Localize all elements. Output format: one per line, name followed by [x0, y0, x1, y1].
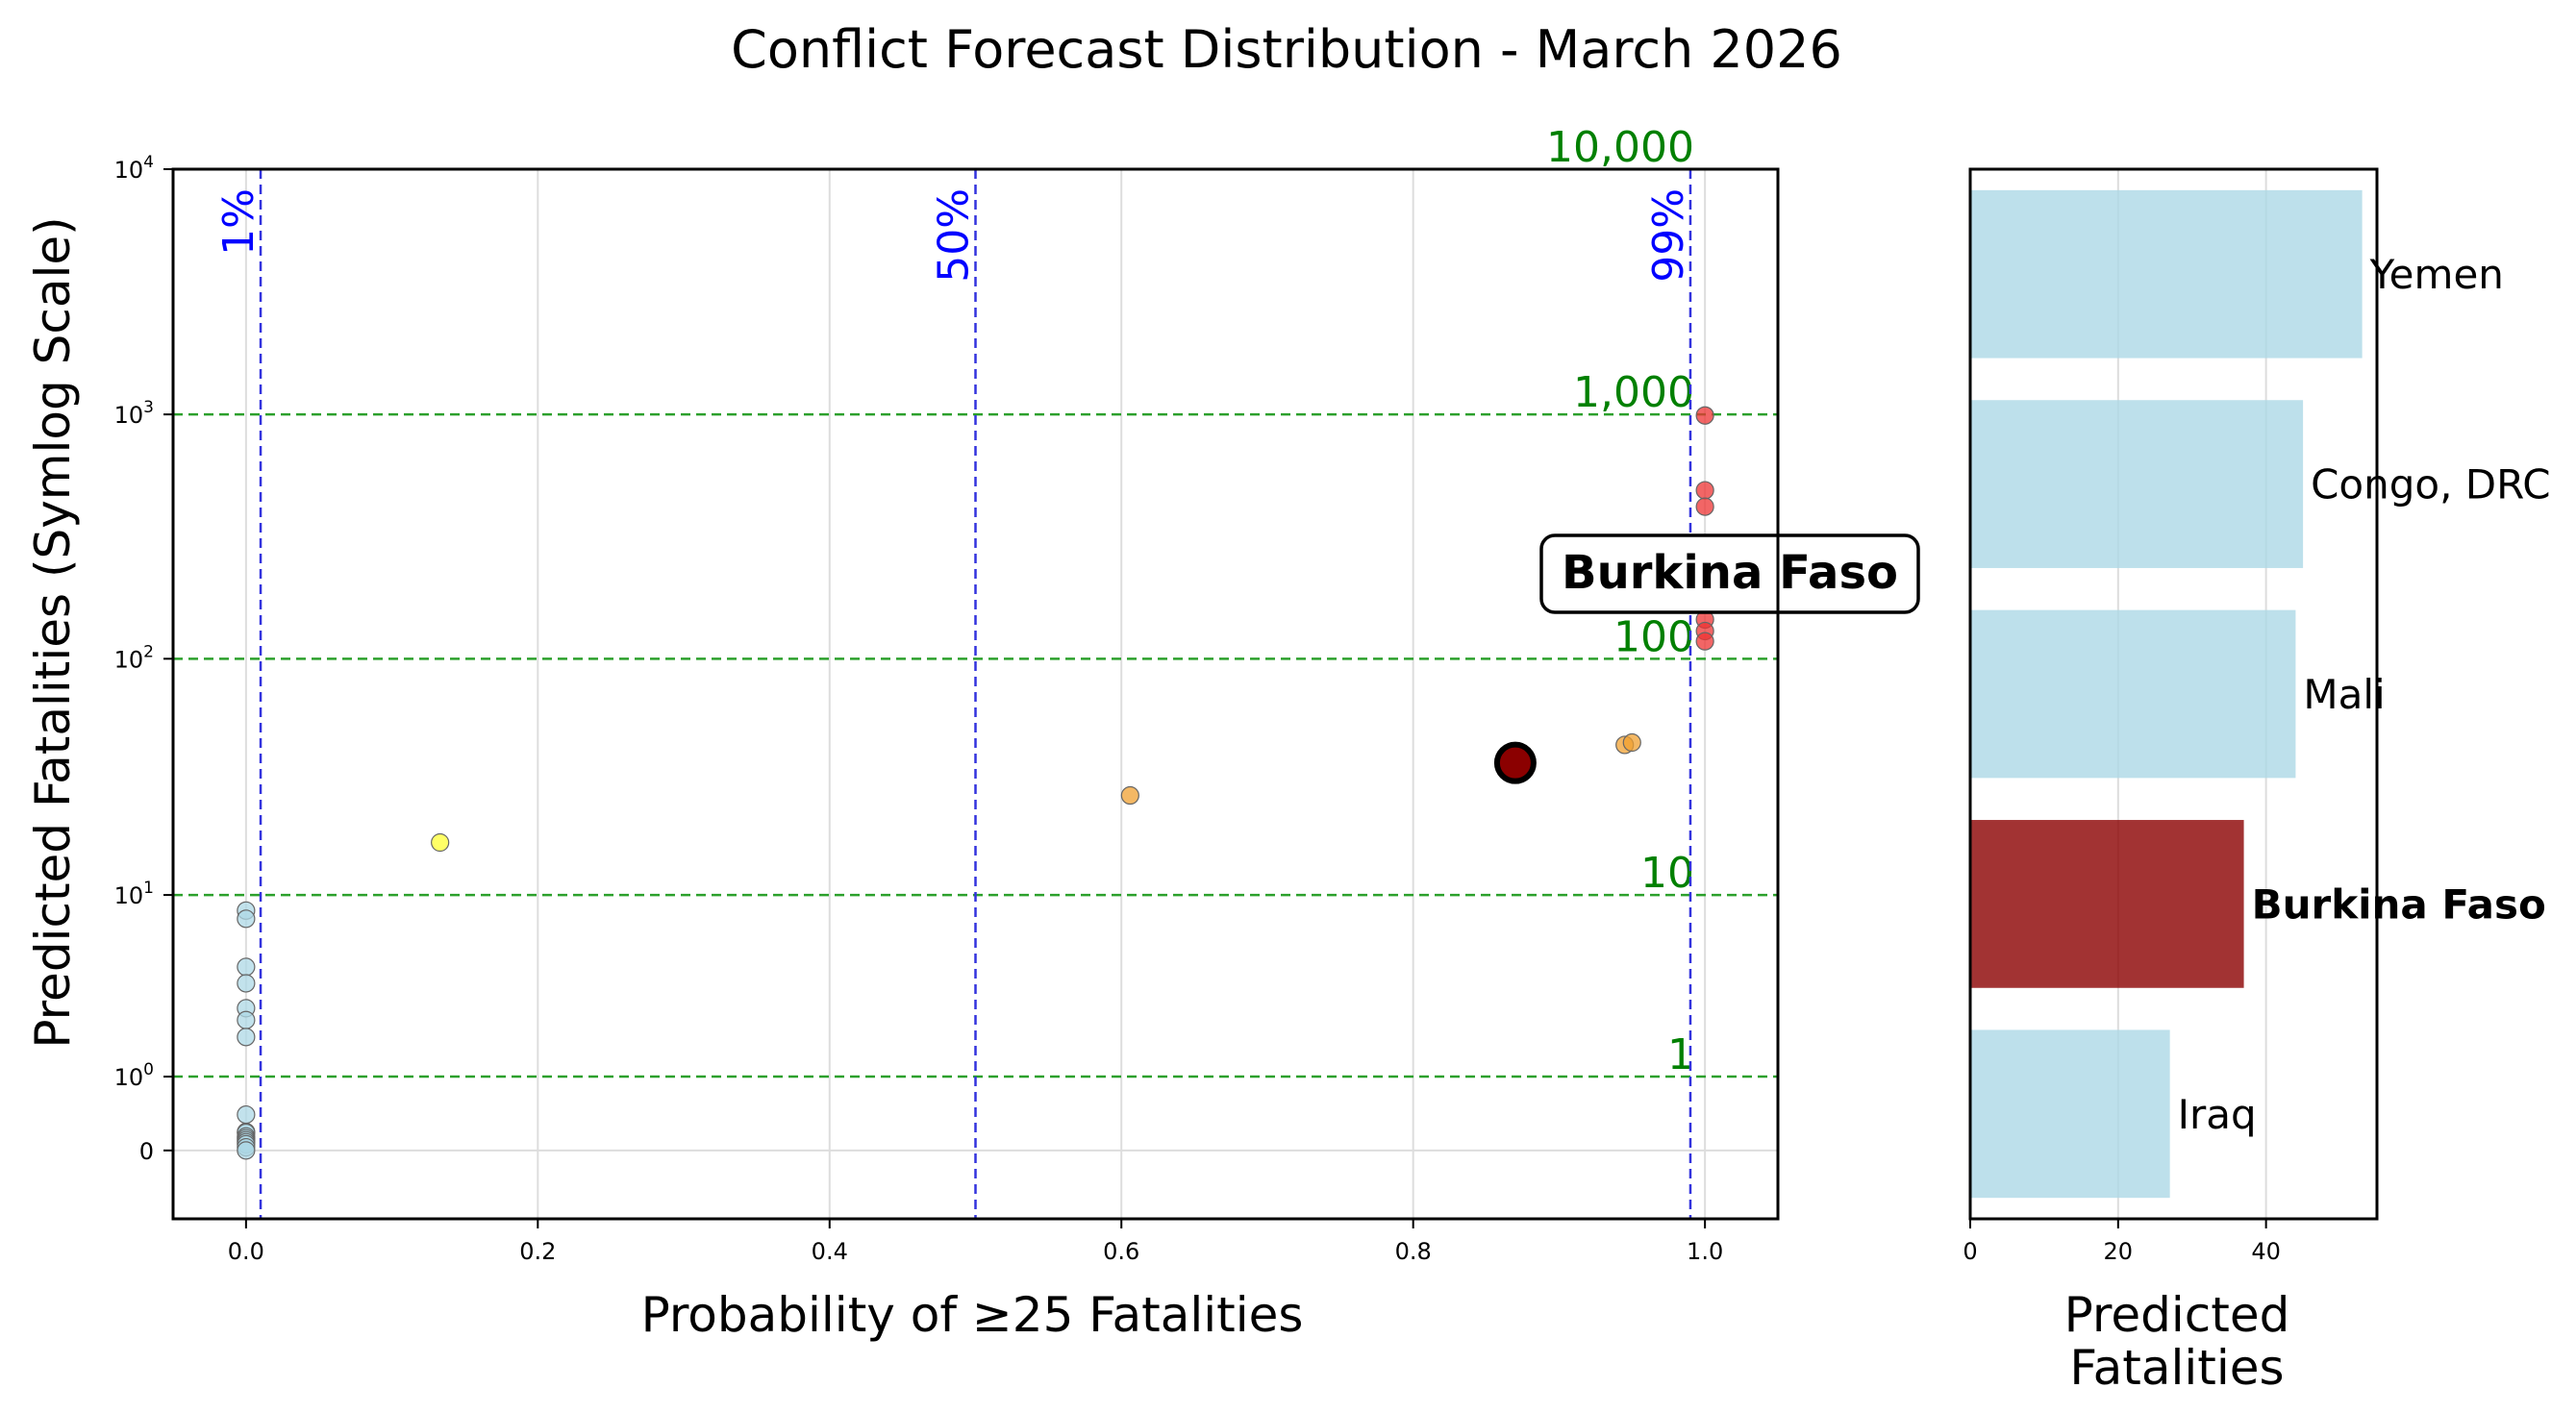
highlight-point	[1493, 741, 1537, 784]
bar-category-label: Burkina Faso	[2252, 880, 2546, 928]
scatter-y-axis-label: Predicted Fatalities (Symlog Scale)	[25, 216, 81, 1048]
scatter-x-tick-label: 1.0	[1687, 1238, 1723, 1265]
scatter-point	[237, 974, 256, 993]
bar-x-tick-label: 40	[2251, 1238, 2281, 1265]
threshold-label: 10,000	[1546, 123, 1694, 172]
scatter-point	[431, 832, 450, 853]
probability-label: 50%	[930, 188, 979, 283]
bar-x-tick-label: 0	[1963, 1238, 1977, 1265]
scatter-x-tick-label: 0.4	[812, 1238, 848, 1265]
bar	[1970, 609, 2296, 779]
bar-plot: Yemen Congo, DRC Mali Burkina Faso Iraq 0 20 40	[1963, 167, 2551, 1265]
scatter-point	[1695, 406, 1714, 425]
probability-label: 99%	[1644, 188, 1693, 283]
scatter-point	[237, 1028, 256, 1047]
bar-category-label: Congo, DRC	[2311, 461, 2550, 508]
scatter-point	[1120, 785, 1139, 806]
threshold-label: 10	[1640, 849, 1694, 898]
scatter-point	[1695, 497, 1714, 516]
scatter-x-axis-label: Probability of ≥25 Fatalities	[641, 1287, 1304, 1343]
scatter-y-tick-label: 100	[114, 1060, 154, 1091]
bar-x-axis-label-line-1: Predicted	[2064, 1287, 2290, 1343]
scatter-y-tick-label: 102	[114, 642, 154, 673]
scatter-y-tick-label: 103	[114, 398, 154, 429]
bar-category-label: Iraq	[2178, 1091, 2257, 1138]
bar	[1970, 820, 2244, 988]
scatter-y-tick-label: 104	[114, 153, 154, 184]
scatter-x-tick-label: 0.0	[228, 1238, 264, 1265]
scatter-point	[237, 957, 256, 977]
bar-category-label: Mali	[2303, 671, 2385, 718]
threshold-label: 1,000	[1573, 368, 1694, 417]
threshold-label: 100	[1613, 612, 1694, 661]
bar-x-axis-label-line-2: Fatalities	[2069, 1340, 2284, 1396]
scatter-point	[1695, 632, 1714, 651]
highlight-callout-label: Burkina Faso	[1562, 546, 1898, 600]
scatter-x-tick-label: 0.2	[519, 1238, 556, 1265]
bar	[1970, 189, 2363, 359]
bar-x-tick-label: 20	[2104, 1238, 2134, 1265]
scatter-point	[1622, 732, 1641, 753]
scatter-x-tick-label: 0.8	[1395, 1238, 1432, 1265]
bar	[1970, 1029, 2170, 1199]
scatter-point	[237, 1141, 256, 1160]
chart-title: Conflict Forecast Distribution - March 2…	[731, 19, 1842, 80]
scatter-y-tick-label: 101	[114, 879, 154, 909]
bar-category-label: Yemen	[2369, 251, 2504, 298]
scatter-point	[237, 1010, 256, 1029]
bar-axes-frame	[1968, 167, 2379, 1221]
scatter-y-tick-label: 0	[139, 1138, 154, 1165]
highlight-callout-box	[1539, 533, 1920, 614]
scatter-x-tick-label: 0.6	[1103, 1238, 1139, 1265]
scatter-axes-frame	[171, 167, 1780, 1221]
probability-label: 1%	[214, 188, 263, 256]
bar	[1970, 400, 2304, 568]
scatter-point	[1695, 481, 1714, 500]
scatter-point	[237, 909, 256, 929]
scatter-point	[237, 1104, 256, 1125]
